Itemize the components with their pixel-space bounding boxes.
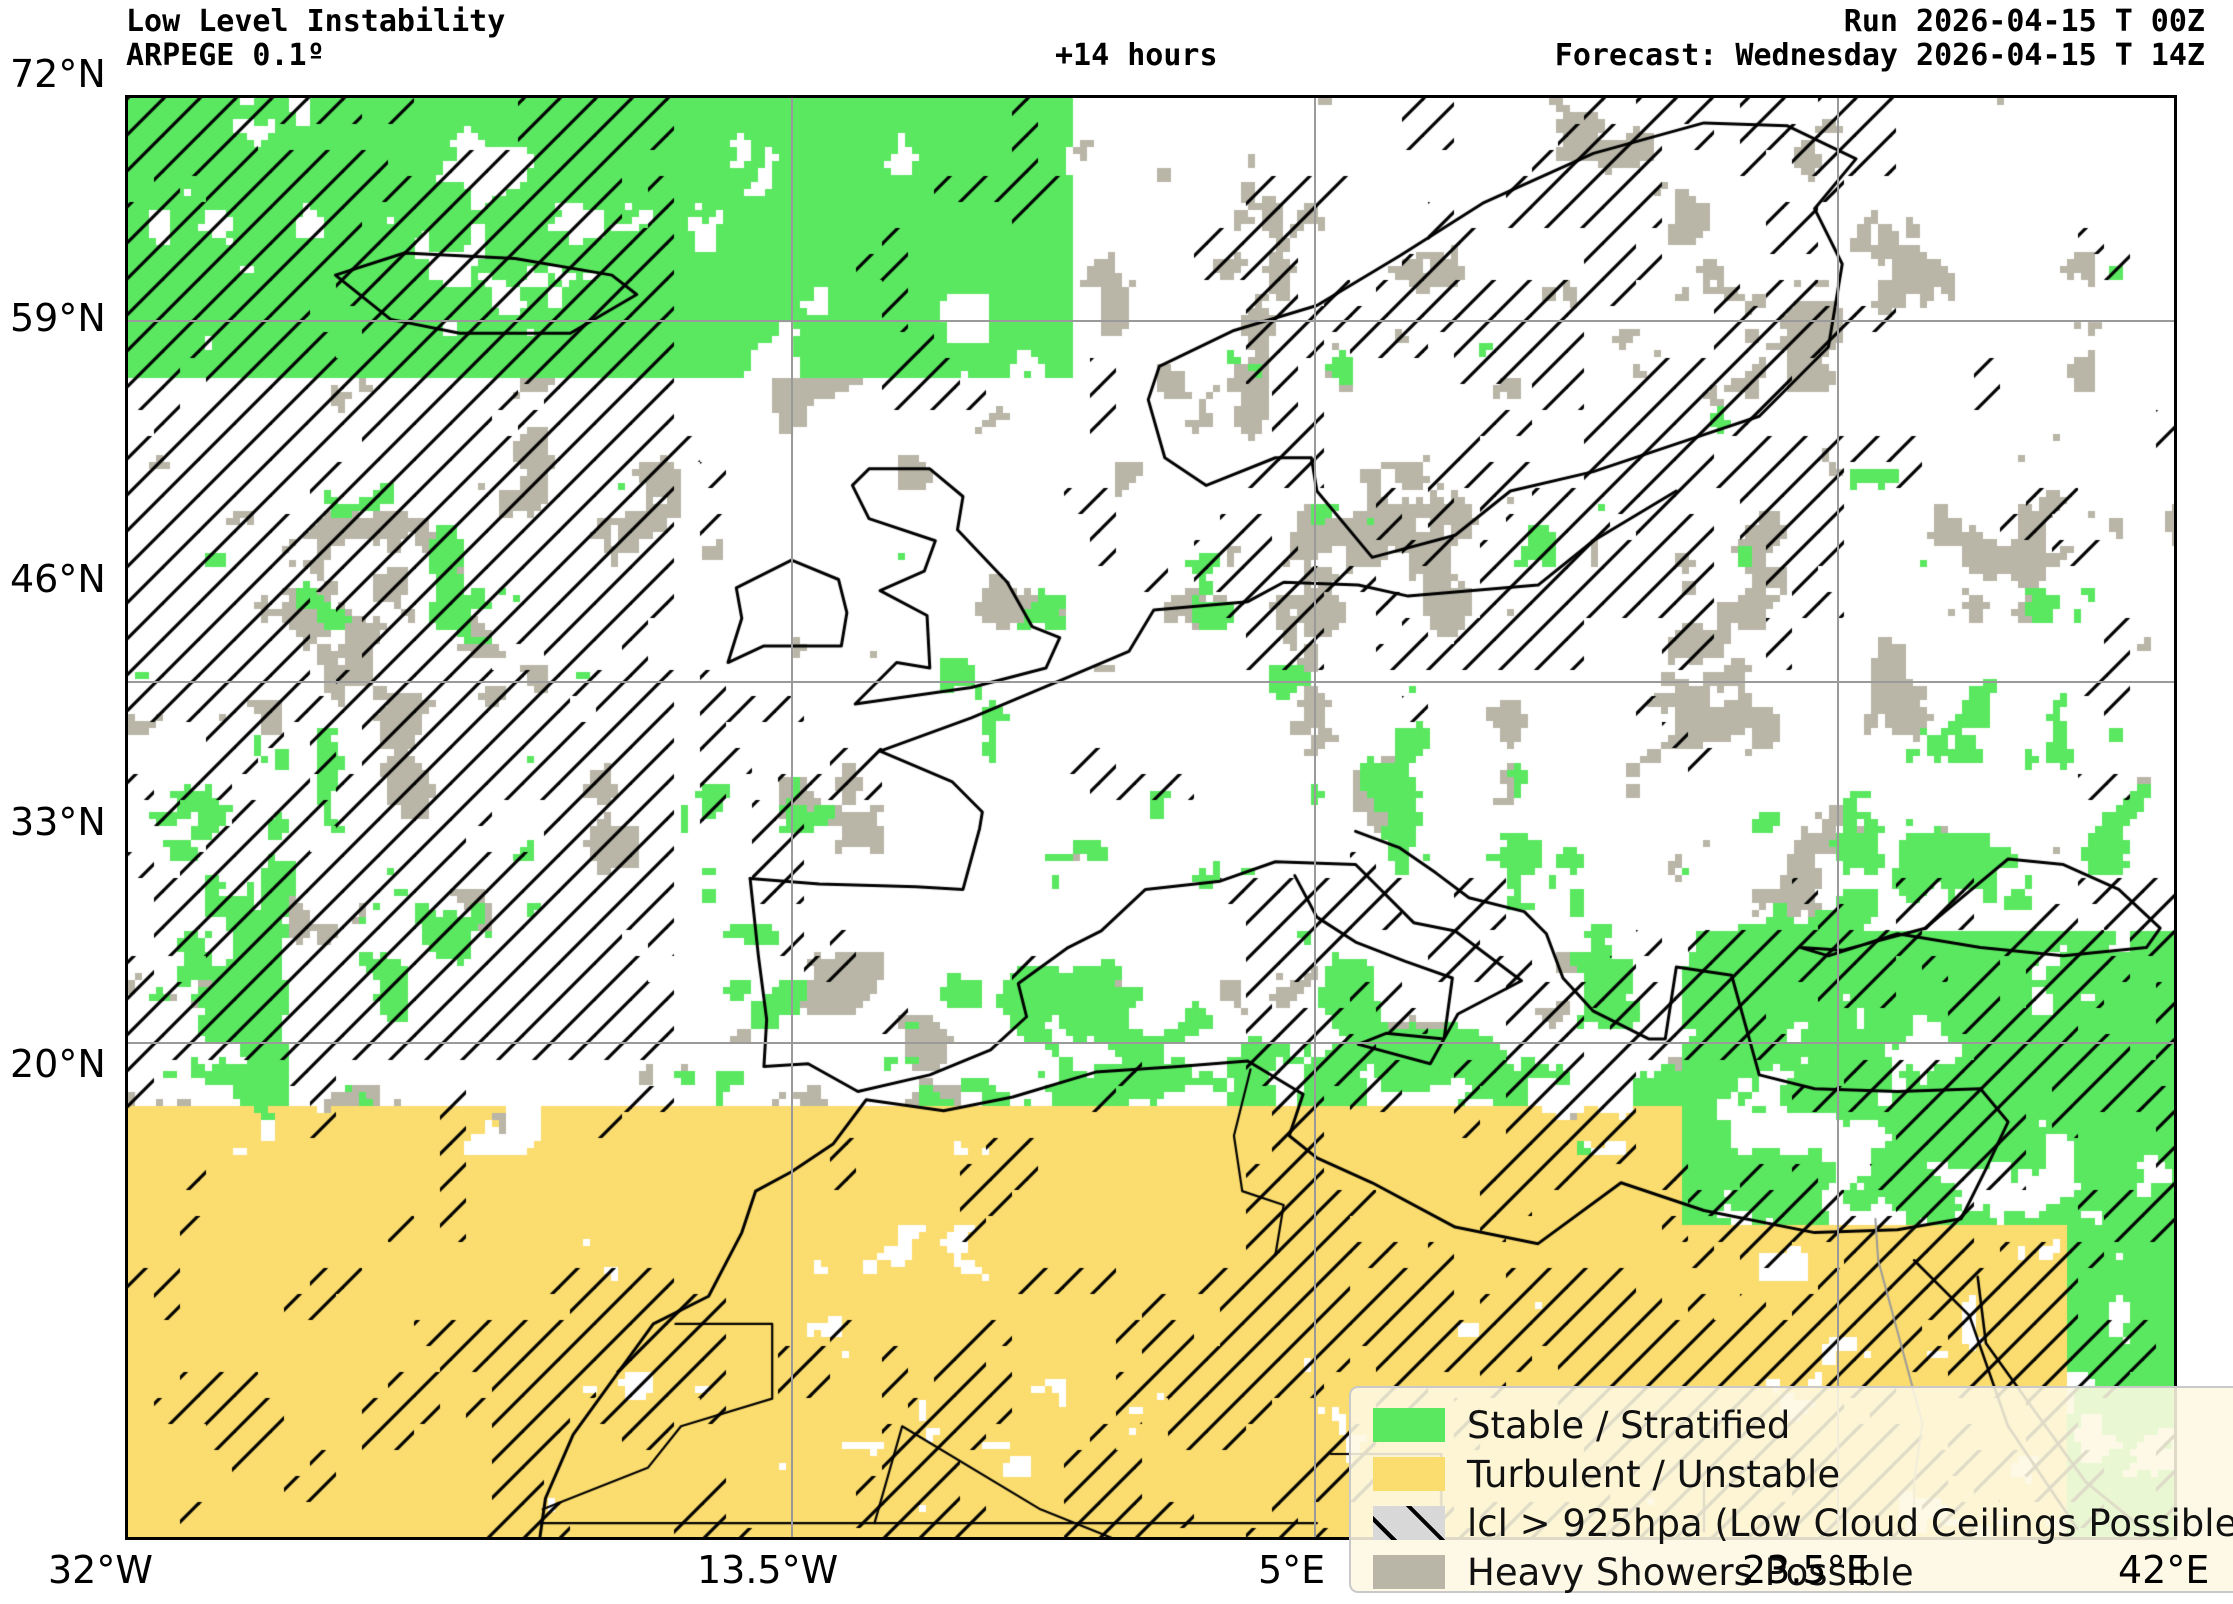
- gridline-v-235e: [1837, 98, 1839, 1537]
- ytick-label-72n: 72°N: [10, 52, 106, 96]
- legend-label-stable: Stable / Stratified: [1467, 1403, 1791, 1447]
- xtick-label-135w: 13.5°W: [697, 1548, 839, 1592]
- legend-swatch-showers: [1373, 1555, 1445, 1589]
- forecast-time-label: Forecast: Wednesday 2026-04-15 T 14Z: [1554, 38, 2205, 73]
- gridline-h-46n: [128, 681, 2174, 683]
- ytick-label-20n: 20°N: [10, 1042, 106, 1086]
- legend-label-showers: Heavy Showers Possible: [1467, 1550, 1914, 1594]
- graticule: [128, 98, 2174, 1537]
- legend-swatch-turbulent: [1373, 1457, 1445, 1491]
- run-time-label: Run 2026-04-15 T 00Z: [1843, 4, 2205, 39]
- map-legend: Stable / Stratified Turbulent / Unstable…: [1349, 1386, 2233, 1593]
- legend-label-lcl: lcl > 925hpa (Low Cloud Ceilings Possibl…: [1467, 1501, 2233, 1545]
- gridline-h-59n: [128, 320, 2174, 322]
- ytick-label-59n: 59°N: [10, 296, 106, 340]
- legend-swatch-stable: [1373, 1408, 1445, 1442]
- gridline-v-5e: [1314, 98, 1316, 1537]
- chart-header: Low Level Instability ARPEGE 0.1º +14 ho…: [0, 0, 2233, 92]
- xtick-label-235e: 23.5°E: [1742, 1548, 1870, 1592]
- xtick-label-5e: 5°E: [1258, 1548, 1326, 1592]
- xtick-label-32w: 32°W: [48, 1548, 153, 1592]
- gridline-h-33n: [128, 1042, 2174, 1044]
- legend-item-turbulent: Turbulent / Unstable: [1373, 1451, 2233, 1497]
- lead-time-label: +14 hours: [1055, 38, 1218, 73]
- ytick-label-46n: 46°N: [10, 557, 106, 601]
- legend-item-stable: Stable / Stratified: [1373, 1402, 2233, 1448]
- model-label: ARPEGE 0.1º: [126, 38, 325, 73]
- legend-swatch-lcl-hatch: [1373, 1506, 1445, 1540]
- coastline-layer: [128, 98, 2174, 1537]
- ytick-label-33n: 33°N: [10, 800, 106, 844]
- legend-label-turbulent: Turbulent / Unstable: [1467, 1452, 1841, 1496]
- legend-item-lcl: lcl > 925hpa (Low Cloud Ceilings Possibl…: [1373, 1500, 2233, 1546]
- forecast-map[interactable]: Stable / Stratified Turbulent / Unstable…: [125, 95, 2233, 1593]
- legend-item-showers: Heavy Showers Possible: [1373, 1549, 2233, 1595]
- gridline-v-135w: [791, 98, 793, 1537]
- xtick-label-42e: 42°E: [2118, 1548, 2210, 1592]
- page-title: Low Level Instability: [126, 4, 506, 39]
